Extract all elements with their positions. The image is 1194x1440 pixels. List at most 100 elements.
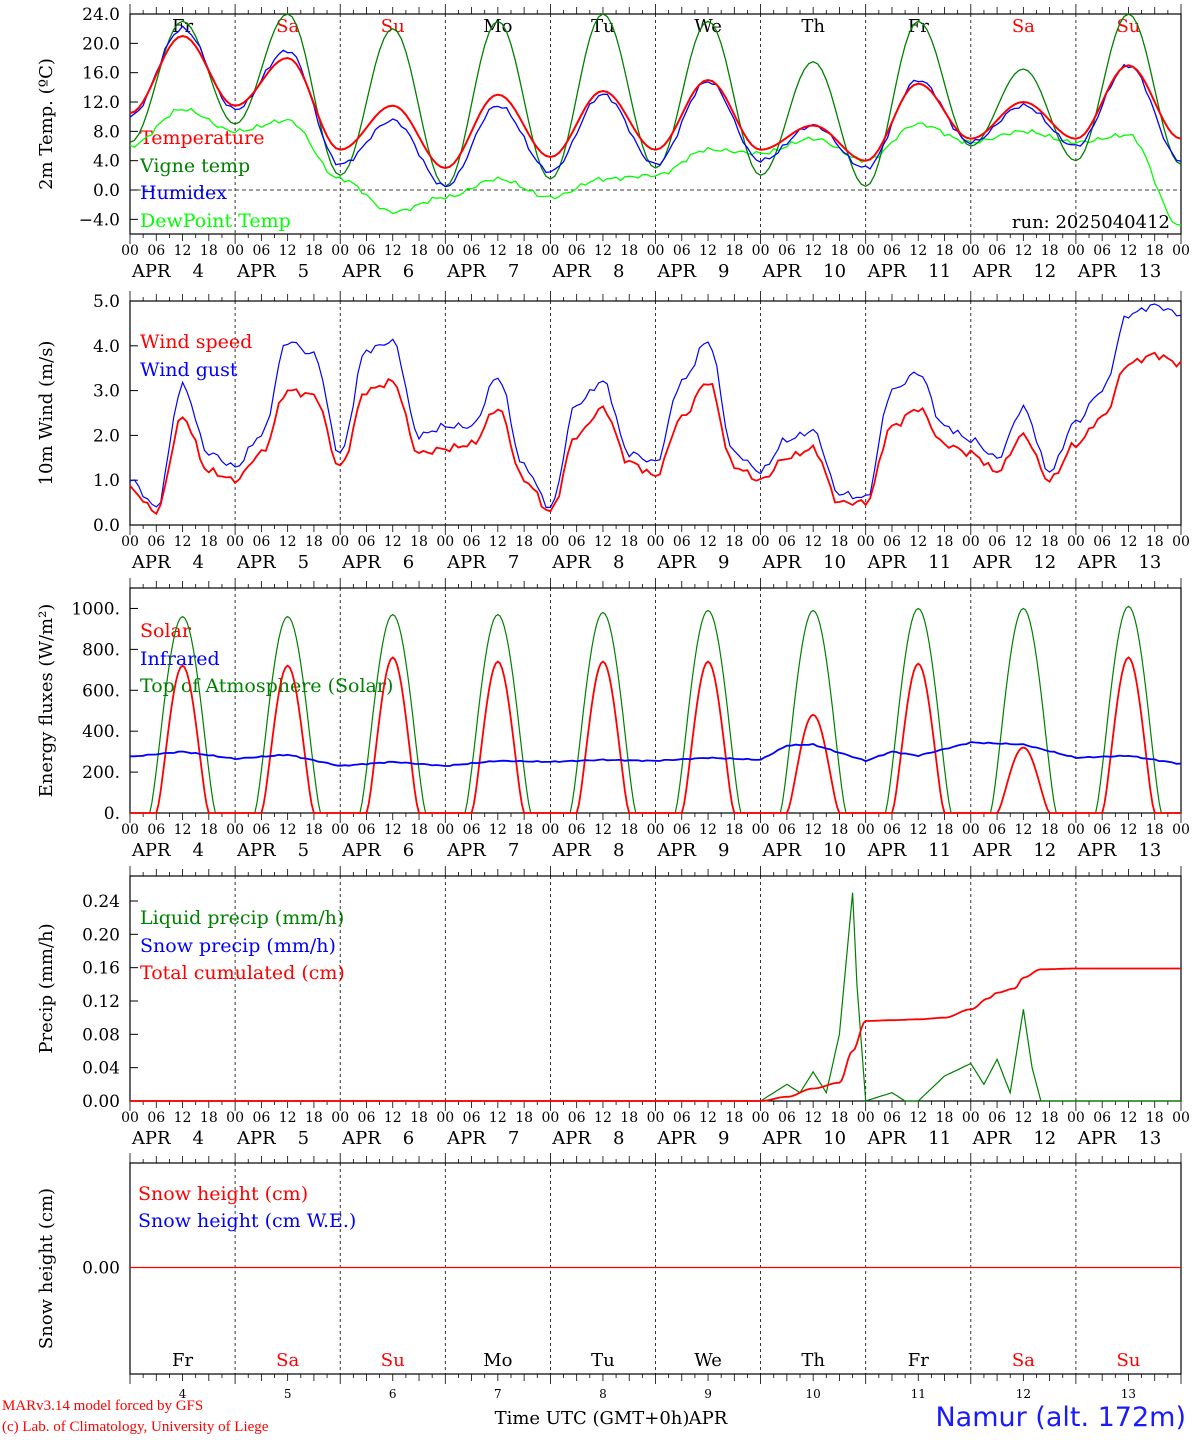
x-hour-label: 00 — [857, 243, 875, 259]
x-hour-label: 18 — [936, 822, 954, 838]
x-hour-label: 00 — [1067, 534, 1085, 550]
x-hour-label: 06 — [1093, 534, 1111, 550]
x-hour-label: 06 — [147, 822, 165, 838]
x-hour-label: 18 — [620, 822, 638, 838]
x-hour-label: 06 — [988, 1110, 1006, 1126]
x-date-label: 5 — [298, 1128, 309, 1149]
series-line — [129, 34, 1182, 170]
x-hour-label: 06 — [673, 243, 691, 259]
day-label-top: Su — [1116, 16, 1140, 37]
x-hour-label: 18 — [831, 534, 849, 550]
legend-entry: Humidex — [140, 182, 227, 204]
y-tick-label: 1000. — [71, 599, 120, 619]
x-month-label: APR — [761, 552, 801, 573]
x-axis-month: APR — [688, 1408, 728, 1429]
x-hour-label: 12 — [804, 1110, 822, 1126]
x-hour-label: 00 — [226, 822, 244, 838]
x-hour-label: 18 — [725, 822, 743, 838]
series-line — [129, 303, 1182, 508]
y-tick-label: 0.00 — [82, 1092, 120, 1112]
y-axis-label: 10m Wind (m/s) — [36, 341, 57, 486]
x-hour-label: 00 — [541, 534, 559, 550]
y-axis-label: Precip (mm/h) — [36, 923, 57, 1053]
x-hour-label: 12 — [279, 1110, 297, 1126]
x-date-label: 13 — [1138, 552, 1161, 573]
x-hour-label: 18 — [305, 243, 323, 259]
x-hour-label: 06 — [988, 534, 1006, 550]
x-date-label: 12 — [1033, 840, 1056, 861]
x-hour-label: 06 — [778, 1110, 796, 1126]
x-month-label: APR — [972, 552, 1012, 573]
day-label-bottom: Sa — [276, 1350, 299, 1371]
bottom-date-label: 13 — [1121, 1387, 1136, 1401]
x-hour-label: 12 — [384, 822, 402, 838]
x-hour-label: 18 — [725, 243, 743, 259]
y-tick-label: 24.0 — [82, 5, 120, 25]
x-hour-label: 00 — [1067, 822, 1085, 838]
y-tick-label: 600. — [82, 681, 120, 701]
x-date-label: 9 — [718, 1128, 729, 1149]
x-date-label: 8 — [613, 840, 624, 861]
x-month-label: APR — [761, 840, 801, 861]
x-hour-label: 06 — [988, 822, 1006, 838]
x-date-label: 12 — [1033, 552, 1056, 573]
x-hour-label: 12 — [489, 822, 507, 838]
x-hour-label: 12 — [909, 534, 927, 550]
x-hour-label: 18 — [831, 1110, 849, 1126]
x-hour-label: 12 — [594, 534, 612, 550]
series-line — [130, 967, 1181, 1102]
x-hour-label: 06 — [778, 822, 796, 838]
x-hour-label: 06 — [568, 243, 586, 259]
x-hour-label: 18 — [515, 1110, 533, 1126]
x-month-label: APR — [972, 1128, 1012, 1149]
x-hour-label: 06 — [463, 822, 481, 838]
x-date-label: 11 — [928, 840, 951, 861]
x-month-label: APR — [131, 1128, 171, 1149]
x-hour-label: 12 — [699, 1110, 717, 1126]
legend-entry: Wind speed — [140, 331, 252, 353]
x-hour-label: 18 — [515, 243, 533, 259]
x-month-label: APR — [131, 552, 171, 573]
x-hour-label: 00 — [962, 822, 980, 838]
y-tick-label: 4.0 — [93, 152, 120, 172]
bottom-date-label: 5 — [284, 1387, 292, 1401]
bottom-date-label: 9 — [704, 1387, 712, 1401]
y-tick-label: 4.0 — [93, 337, 120, 357]
x-hour-label: 12 — [594, 243, 612, 259]
bottom-date-label: 12 — [1016, 1387, 1031, 1401]
x-month-label: APR — [446, 552, 486, 573]
panel-frame — [129, 587, 1182, 814]
x-hour-label: 12 — [489, 243, 507, 259]
x-month-label: APR — [341, 261, 381, 282]
x-hour-label: 00 — [436, 1110, 454, 1126]
x-hour-label: 12 — [279, 822, 297, 838]
x-hour-label: 06 — [988, 243, 1006, 259]
y-tick-label: 3.0 — [93, 382, 120, 402]
x-hour-label: 00 — [647, 1110, 665, 1126]
x-date-label: 10 — [823, 840, 846, 861]
x-month-label: APR — [446, 840, 486, 861]
legend-entry: Snow precip (mm/h) — [140, 935, 336, 957]
x-month-label: APR — [1077, 1128, 1117, 1149]
x-date-label: 7 — [508, 1128, 519, 1149]
x-date-label: 9 — [718, 840, 729, 861]
x-hour-label: 00 — [121, 1110, 139, 1126]
x-month-label: APR — [656, 552, 696, 573]
x-hour-label: 06 — [568, 534, 586, 550]
x-hour-label: 06 — [1093, 1110, 1111, 1126]
x-hour-label: 12 — [279, 243, 297, 259]
x-hour-label: 00 — [752, 1110, 770, 1126]
x-hour-label: 18 — [936, 534, 954, 550]
x-hour-label: 06 — [147, 534, 165, 550]
x-month-label: APR — [551, 261, 591, 282]
y-tick-label: 0.24 — [82, 892, 120, 912]
x-hour-label: 06 — [568, 1110, 586, 1126]
bottom-date-label: 10 — [806, 1387, 821, 1401]
x-hour-label: 06 — [778, 243, 796, 259]
x-hour-label: 00 — [436, 243, 454, 259]
series-line — [129, 351, 1182, 516]
x-hour-label: 18 — [410, 534, 428, 550]
x-month-label: APR — [551, 840, 591, 861]
x-hour-label: 00 — [1067, 1110, 1085, 1126]
x-hour-label: 18 — [410, 1110, 428, 1126]
